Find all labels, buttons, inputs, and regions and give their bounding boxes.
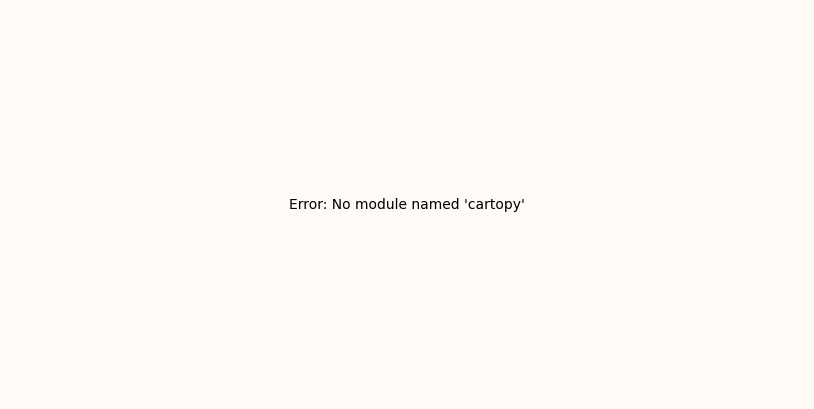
Text: Error: No module named 'cartopy': Error: No module named 'cartopy': [289, 198, 525, 211]
